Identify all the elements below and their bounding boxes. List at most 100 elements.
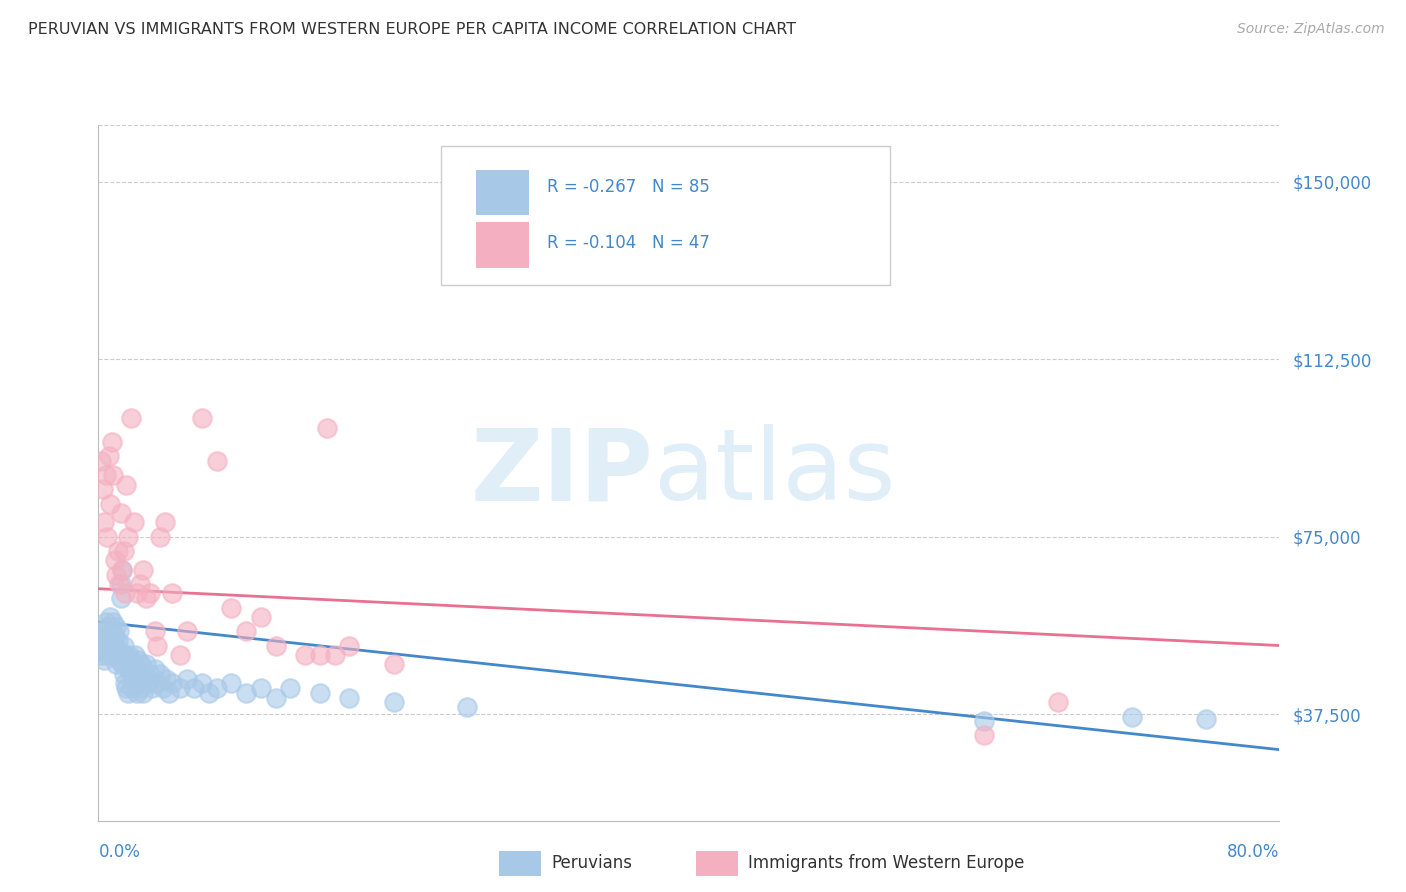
FancyBboxPatch shape <box>441 145 890 285</box>
Point <box>110 577 132 591</box>
Point <box>107 633 129 648</box>
Point <box>105 657 128 672</box>
Point <box>339 690 360 705</box>
Point <box>198 686 221 700</box>
Point <box>176 672 198 686</box>
Point <box>169 681 191 695</box>
Point <box>96 530 118 544</box>
Point <box>125 686 148 700</box>
Point <box>309 686 332 700</box>
Point <box>973 728 995 742</box>
Point <box>146 639 169 653</box>
Point <box>1195 712 1218 726</box>
Point <box>294 648 316 662</box>
Point <box>136 676 159 690</box>
Point <box>108 577 131 591</box>
Point <box>152 681 174 695</box>
Point <box>89 639 111 653</box>
Point <box>157 686 180 700</box>
Point <box>309 648 332 662</box>
Text: Peruvians: Peruvians <box>551 855 633 872</box>
Point <box>456 700 478 714</box>
Point <box>97 449 120 463</box>
Point <box>90 648 112 662</box>
Point <box>205 454 228 468</box>
Point <box>143 662 166 676</box>
Point <box>141 681 163 695</box>
Point <box>115 657 138 672</box>
Point <box>100 435 122 450</box>
Point <box>127 653 149 667</box>
Point <box>91 633 114 648</box>
Point <box>128 577 150 591</box>
Point <box>97 633 120 648</box>
Text: 0.0%: 0.0% <box>98 843 141 861</box>
Point <box>97 629 120 643</box>
Point <box>115 477 138 491</box>
Point <box>191 676 214 690</box>
Point <box>104 629 127 643</box>
Point <box>250 610 273 624</box>
Point <box>103 639 125 653</box>
Point <box>93 653 115 667</box>
Point <box>121 681 143 695</box>
Point <box>94 468 117 483</box>
Text: PERUVIAN VS IMMIGRANTS FROM WESTERN EUROPE PER CAPITA INCOME CORRELATION CHART: PERUVIAN VS IMMIGRANTS FROM WESTERN EURO… <box>28 22 796 37</box>
Text: ZIP: ZIP <box>471 425 654 521</box>
Point <box>118 648 141 662</box>
Point <box>149 667 172 681</box>
Text: R = -0.104   N = 47: R = -0.104 N = 47 <box>547 235 710 252</box>
Point <box>162 586 183 600</box>
Point <box>155 672 177 686</box>
FancyBboxPatch shape <box>477 222 530 268</box>
Point <box>264 639 287 653</box>
Point <box>107 544 129 558</box>
Point <box>132 672 155 686</box>
Point <box>103 615 125 629</box>
Point <box>112 544 135 558</box>
Point <box>110 591 132 606</box>
Point <box>382 695 405 709</box>
Point <box>132 686 155 700</box>
Point <box>120 411 142 425</box>
Text: Immigrants from Western Europe: Immigrants from Western Europe <box>748 855 1025 872</box>
Point <box>110 506 132 520</box>
Point <box>96 648 118 662</box>
Point <box>93 624 115 639</box>
Point <box>235 686 257 700</box>
Point <box>382 657 405 672</box>
Point <box>143 624 166 639</box>
Point <box>125 662 148 676</box>
Point <box>117 686 139 700</box>
Point <box>278 681 302 695</box>
Point <box>122 516 145 530</box>
Point <box>149 530 172 544</box>
Point <box>1121 709 1143 723</box>
Point <box>122 657 145 672</box>
Point <box>191 411 214 425</box>
Point <box>219 676 242 690</box>
Point <box>104 648 127 662</box>
Point <box>117 662 139 676</box>
Point <box>91 643 114 657</box>
Point <box>153 516 176 530</box>
Point <box>135 591 157 606</box>
Point <box>104 553 127 567</box>
Point <box>111 657 134 672</box>
Point <box>90 454 112 468</box>
Point <box>128 667 150 681</box>
Point <box>114 586 136 600</box>
Point <box>250 681 273 695</box>
Point <box>111 563 134 577</box>
Point <box>973 714 995 729</box>
Point <box>98 610 121 624</box>
Point <box>169 648 191 662</box>
Point <box>111 563 134 577</box>
Point <box>124 648 146 662</box>
Point <box>112 667 135 681</box>
Point <box>90 629 112 643</box>
Point <box>108 653 131 667</box>
Point <box>117 530 139 544</box>
Point <box>93 516 115 530</box>
Point <box>96 619 118 633</box>
